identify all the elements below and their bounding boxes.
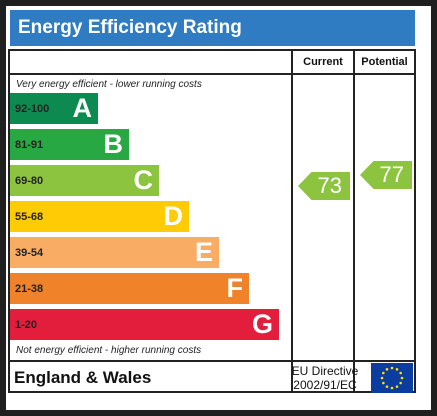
current-rating-arrow: 73 xyxy=(298,172,350,200)
band-letter: G xyxy=(251,309,273,339)
eu-directive-line2: 2002/91/EC xyxy=(293,378,357,392)
eu-star xyxy=(382,381,385,385)
band-f: 21-38 F xyxy=(10,273,249,304)
current-column-header: Current xyxy=(303,56,343,68)
band-range: 81-91 xyxy=(15,138,44,151)
eu-star xyxy=(380,376,384,380)
eu-star xyxy=(399,371,402,375)
band-letter: F xyxy=(226,273,244,303)
band-e: 39-54 E xyxy=(10,237,219,268)
eu-star xyxy=(400,376,404,380)
band-range: 21-38 xyxy=(15,282,44,295)
rating-grid: Current Potential Very energy efficient … xyxy=(8,49,416,393)
band-letter: A xyxy=(72,93,93,123)
header-divider xyxy=(10,73,414,75)
band-b: 81-91 B xyxy=(10,129,129,160)
band-d: 55-68 D xyxy=(10,201,189,232)
bottom-note: Not energy efficient - higher running co… xyxy=(16,345,202,356)
current-rating-value: 73 xyxy=(317,173,342,198)
band-letter: E xyxy=(194,237,213,267)
footer-country: England & Wales xyxy=(14,368,152,387)
band-a: 92-100 A xyxy=(10,93,98,124)
eu-star xyxy=(399,381,402,385)
band-range: 55-68 xyxy=(15,210,44,223)
eu-star xyxy=(385,385,389,388)
potential-column-header: Potential xyxy=(361,56,408,68)
band-range: 69-80 xyxy=(15,174,44,187)
eu-star xyxy=(382,371,385,375)
eu-directive: EU Directive 2002/91/EC xyxy=(285,364,365,392)
eu-star xyxy=(390,386,394,390)
potential-rating-value: 77 xyxy=(379,162,404,187)
eu-star xyxy=(390,366,394,370)
top-note: Very energy efficient - lower running co… xyxy=(16,79,202,90)
eu-star xyxy=(395,385,399,388)
current-column-divider xyxy=(291,51,293,391)
eu-directive-line1: EU Directive xyxy=(291,364,359,378)
chart-title: Energy Efficiency Rating xyxy=(10,10,415,46)
band-range: 39-54 xyxy=(15,246,44,259)
band-letter: B xyxy=(103,129,124,159)
band-c: 69-80 C xyxy=(10,165,159,196)
band-range: 92-100 xyxy=(15,102,50,115)
band-g: 1-20 G xyxy=(10,309,279,340)
eu-flag-icon xyxy=(371,363,413,393)
eu-star xyxy=(395,368,399,371)
band-letter: D xyxy=(163,201,184,231)
potential-column-divider xyxy=(353,51,355,391)
footer-divider xyxy=(10,360,414,362)
eu-stars-icon xyxy=(380,366,404,390)
band-range: 1-20 xyxy=(15,318,38,331)
band-letter: C xyxy=(133,165,154,195)
potential-rating-arrow: 77 xyxy=(360,161,412,189)
eu-star xyxy=(385,368,389,371)
